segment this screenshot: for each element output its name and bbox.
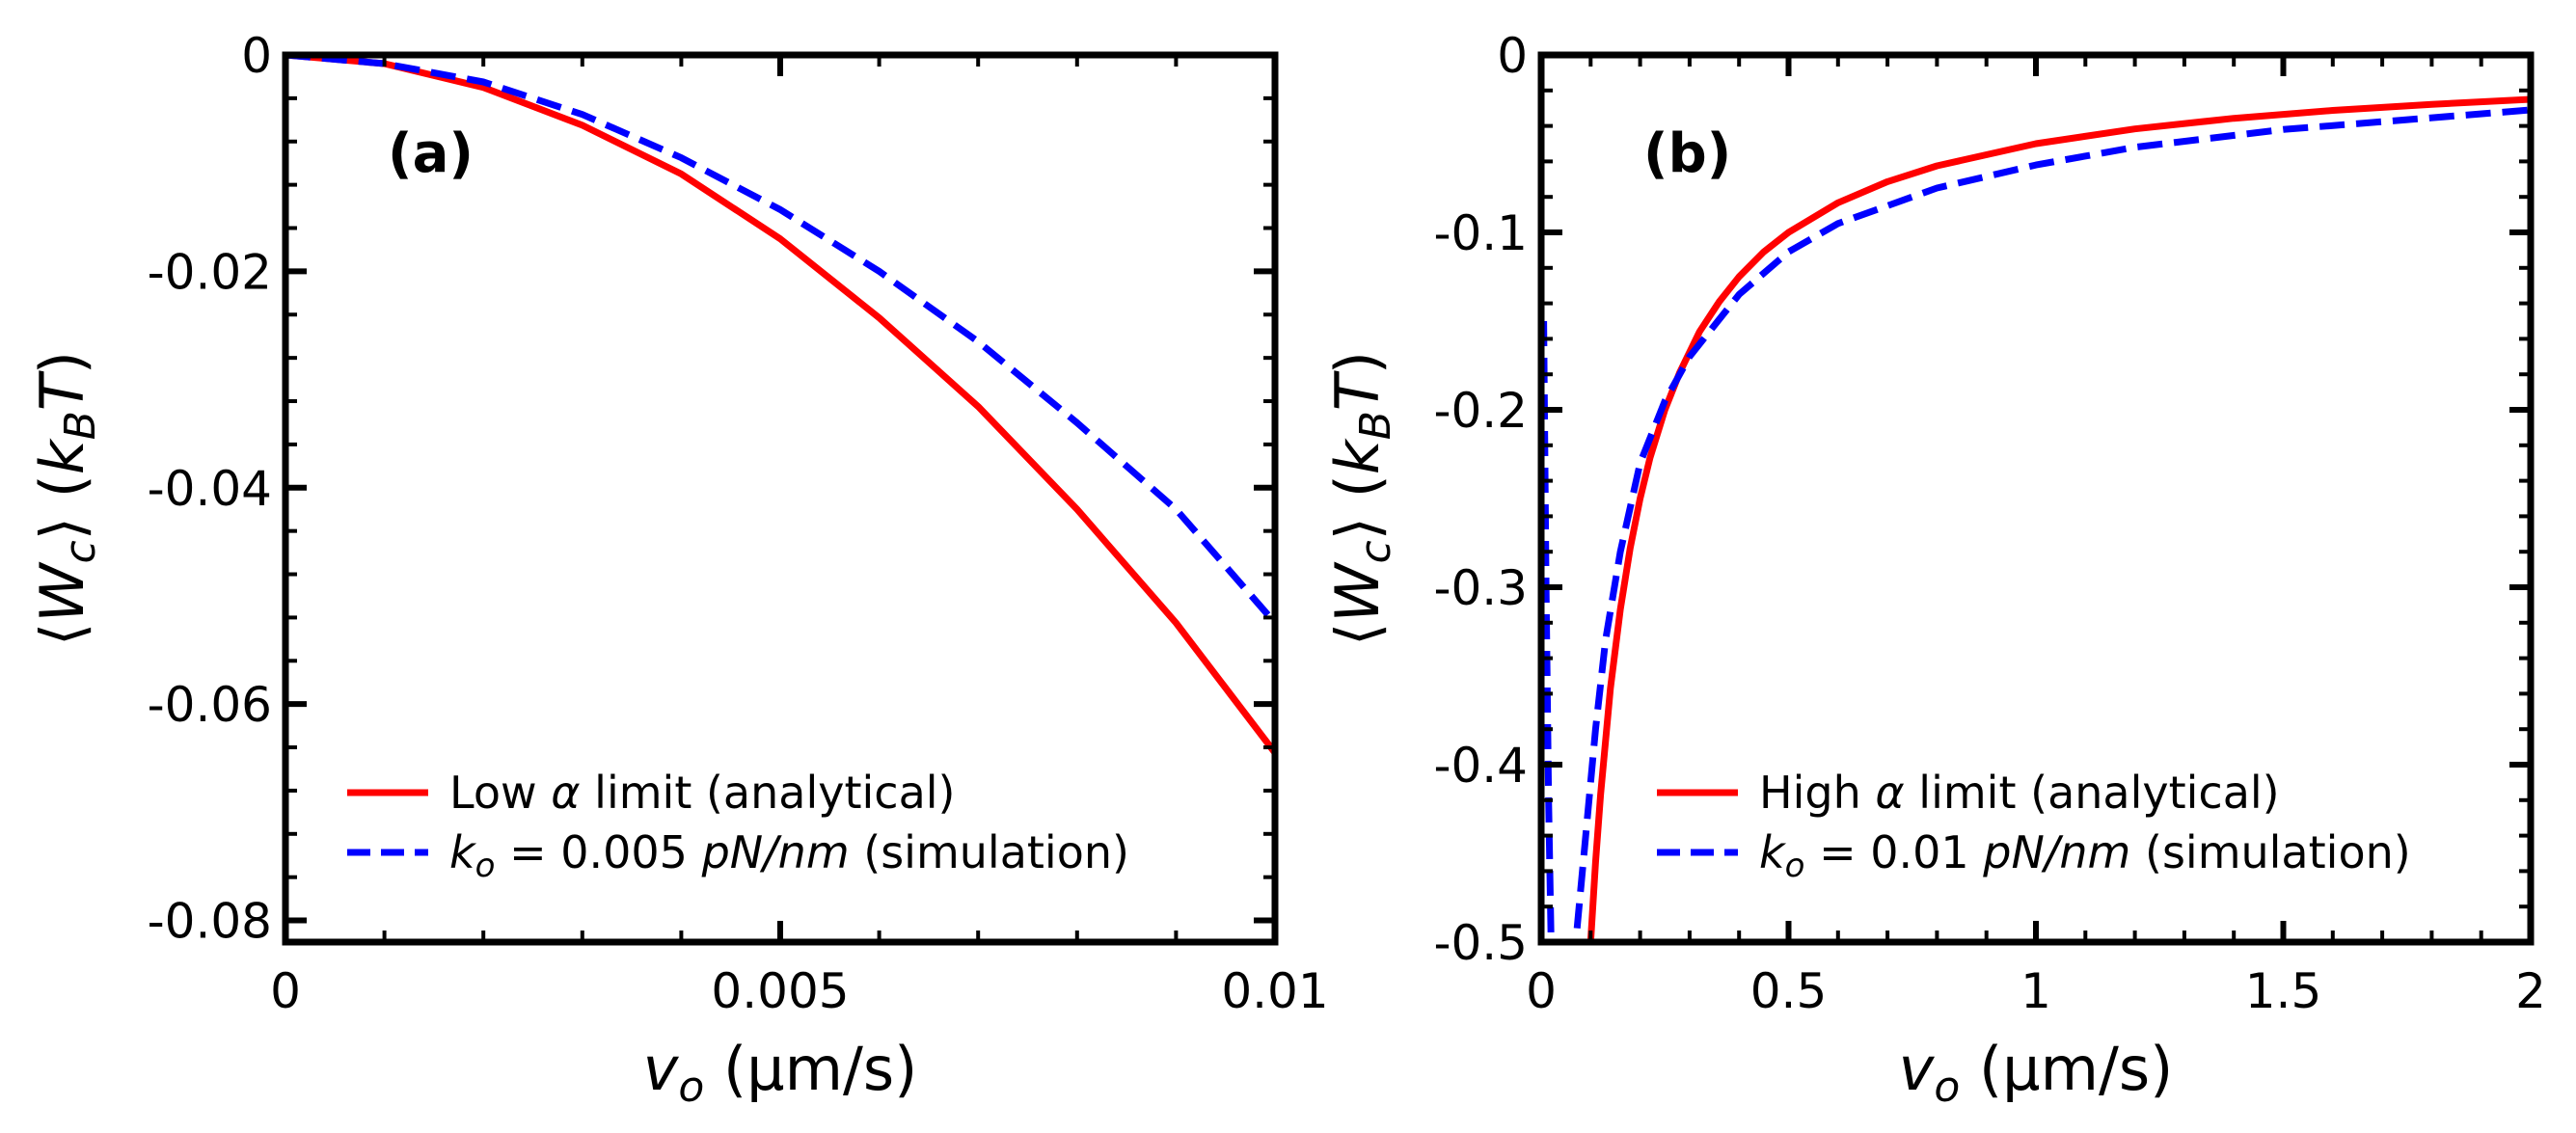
y-tick-label: -0.5 (1433, 915, 1528, 971)
panel-b: 0 0.5 1 1.5 2 0 -0.1 -0.2 -0.3 -0.4 -0.5 (b) vo (μm/… (1322, 28, 2546, 1112)
panel-label: (b) (1643, 122, 1731, 185)
panel-label: (a) (388, 122, 474, 185)
y-tick-label: -0.3 (1433, 560, 1528, 616)
series-line-simulation (1541, 106, 2531, 942)
legend-entry-simulation: ko = 0.005 pN/nm (simulation) (449, 826, 1129, 885)
x-tick-label: 1 (2020, 963, 2051, 1019)
y-tick-label: -0.1 (1433, 205, 1528, 261)
x-tick-label: 0.5 (1750, 963, 1828, 1019)
legend-entry-analytical: High α limit (analytical) (1759, 767, 2280, 819)
y-axis-label: ⟨Wc⟩ (kBT) (27, 351, 105, 646)
x-tick-label: 0.005 (711, 963, 849, 1019)
panel-a: 0 0.005 0.01 0 -0.02 -0.04 -0.06 -0.08 (a) vo (μm… (27, 28, 1329, 1112)
x-tick-label: 0 (1526, 963, 1557, 1019)
x-tick-label: 0 (270, 963, 301, 1019)
legend: Low α limit (analytical) ko = 0.005 pN/nm… (347, 767, 1129, 885)
x-tick-label: 2 (2515, 963, 2546, 1019)
y-axis-label: ⟨Wc⟩ (kBT) (1322, 351, 1400, 646)
legend-entry-analytical: Low α limit (analytical) (449, 767, 955, 819)
y-tick-label: -0.4 (1433, 738, 1528, 794)
y-tick-label: -0.2 (1433, 383, 1528, 439)
y-tick-label: 0 (1497, 28, 1528, 84)
y-tick-label: -0.08 (148, 894, 272, 950)
x-tick-label: 1.5 (2245, 963, 2322, 1019)
legend-entry-simulation: ko = 0.01 pN/nm (simulation) (1759, 826, 2411, 885)
x-axis-label: vo (μm/s) (1899, 1034, 2174, 1112)
series-line-simulation (285, 55, 1275, 626)
y-tick-label: 0 (241, 28, 272, 84)
series-line-analytical (285, 55, 1275, 755)
y-tick-label: -0.02 (148, 244, 272, 300)
x-tick-label: 0.01 (1221, 963, 1328, 1019)
y-tick-label: -0.04 (148, 461, 272, 517)
legend: High α limit (analytical) ko = 0.01 pN/nm… (1657, 767, 2411, 885)
x-axis-label: vo (μm/s) (643, 1034, 918, 1112)
y-tick-label: -0.06 (148, 677, 272, 733)
series-line-analytical (1586, 95, 2531, 942)
